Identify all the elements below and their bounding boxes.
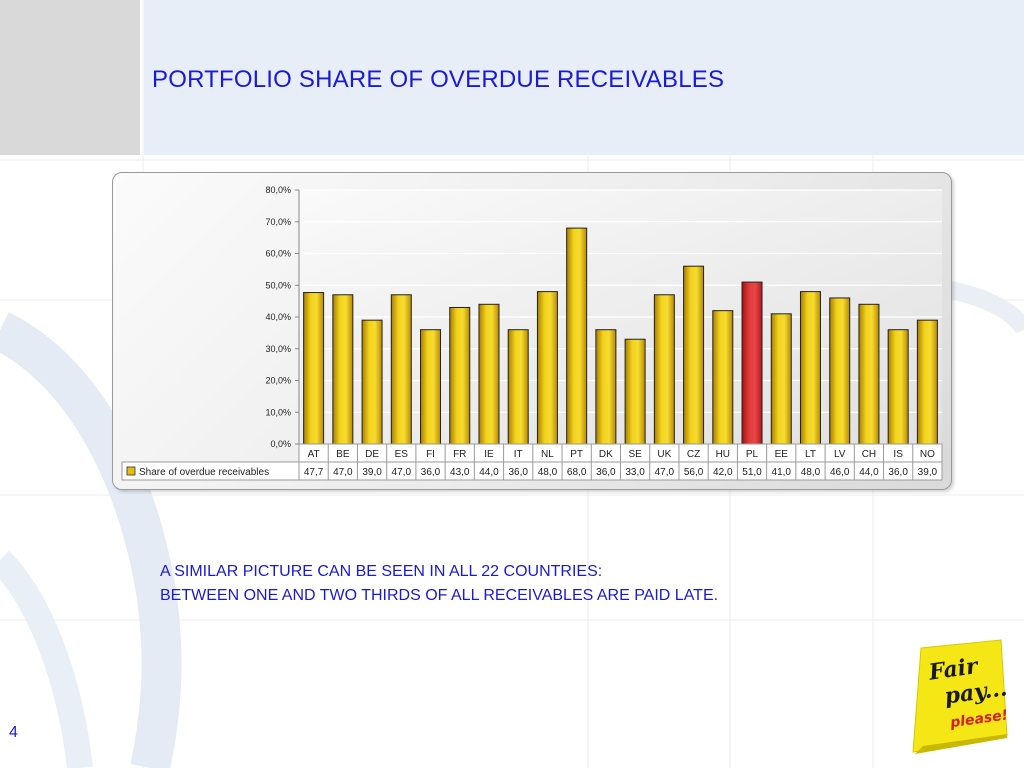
- bar-ch: [858, 303, 880, 445]
- summary-note: A SIMILAR PICTURE CAN BE SEEN IN ALL 22 …: [160, 560, 718, 608]
- bar-it: [507, 329, 529, 445]
- chart-panel: 0,0% 10,0% 20,0% 30,0% 40,0% 50,0% 60,0% 70,0% 8…: [112, 172, 952, 490]
- category-label-be: BE: [336, 449, 350, 460]
- category-label-cz: CZ: [687, 449, 700, 460]
- category-label-dk: DK: [599, 449, 613, 460]
- data-label-fi: 36,0: [421, 467, 441, 478]
- category-label-es: ES: [395, 449, 409, 460]
- category-label-pl: PL: [746, 449, 759, 460]
- data-label-ie: 44,0: [479, 467, 499, 478]
- y-tick-label: 50,0%: [265, 280, 291, 290]
- data-label-be: 47,0: [333, 467, 353, 478]
- data-label-dk: 36,0: [596, 467, 616, 478]
- data-label-cz: 56,0: [684, 467, 704, 478]
- data-label-ee: 41,0: [772, 467, 792, 478]
- data-label-ch: 44,0: [859, 467, 879, 478]
- data-label-pl: 51,0: [742, 467, 762, 478]
- note-line-2: BETWEEN ONE AND TWO THIRDS OF ALL RECEIV…: [160, 587, 719, 604]
- category-label-se: SE: [628, 449, 642, 460]
- data-label-nl: 48,0: [538, 467, 558, 478]
- bar-dk: [595, 329, 617, 445]
- bar-chart: 0,0% 10,0% 20,0% 30,0% 40,0% 50,0% 60,0% 70,0% 8…: [121, 185, 943, 481]
- bar-lv: [829, 297, 851, 445]
- y-tick-label: 20,0%: [265, 376, 291, 386]
- category-label-fi: FI: [426, 449, 435, 460]
- data-label-no: 39,0: [918, 467, 938, 478]
- bar-hu: [712, 310, 734, 445]
- y-tick-label: 30,0%: [265, 344, 291, 354]
- category-label-at: AT: [308, 449, 320, 460]
- bar-at: [303, 292, 325, 445]
- data-label-fr: 43,0: [450, 467, 470, 478]
- data-label-es: 47,0: [392, 467, 412, 478]
- slide-title: PORTFOLIO SHARE OF OVERDUE RECEIVABLES: [152, 66, 725, 93]
- y-tick-label: 40,0%: [265, 312, 291, 322]
- category-label-uk: UK: [657, 449, 671, 460]
- category-label-ie: IE: [484, 449, 494, 460]
- bar-nl: [536, 291, 558, 445]
- corner-block: [0, 0, 140, 155]
- bar-pl: [741, 281, 763, 445]
- y-tick-label: 80,0%: [265, 185, 291, 195]
- note-line-1: A SIMILAR PICTURE CAN BE SEEN IN ALL 22 …: [160, 563, 603, 580]
- category-label-de: DE: [365, 449, 379, 460]
- bar-no: [916, 319, 938, 445]
- header-band: [144, 0, 1024, 155]
- y-tick-label: 70,0%: [265, 217, 291, 227]
- category-label-ch: CH: [862, 449, 876, 460]
- bar-fi: [420, 329, 442, 445]
- category-label-pt: PT: [570, 449, 583, 460]
- data-label-uk: 47,0: [655, 467, 675, 478]
- fairpay-logo: Fair pay... please!: [912, 639, 1009, 754]
- data-label-lv: 46,0: [830, 467, 850, 478]
- page-number: 4: [9, 724, 18, 741]
- bar-uk: [653, 294, 675, 445]
- data-label-at: 47,7: [304, 467, 324, 478]
- data-label-se: 33,0: [625, 467, 645, 478]
- data-label-pt: 68,0: [567, 467, 587, 478]
- bar-lt: [799, 291, 821, 445]
- bar-ee: [770, 313, 792, 445]
- category-label-lv: LV: [834, 449, 846, 460]
- bar-be: [332, 294, 354, 445]
- data-label-it: 36,0: [508, 467, 528, 478]
- y-tick-label: 10,0%: [265, 407, 291, 417]
- category-label-ee: EE: [775, 449, 789, 460]
- y-tick-label: 0,0%: [270, 439, 291, 449]
- bar-pt: [566, 227, 588, 445]
- bar-se: [624, 338, 646, 445]
- legend-label: Share of overdue receivables: [139, 467, 269, 478]
- bar-ie: [478, 303, 500, 445]
- bar-cz: [683, 265, 705, 445]
- category-label-fr: FR: [453, 449, 466, 460]
- data-label-hu: 42,0: [713, 467, 733, 478]
- bar-es: [390, 294, 412, 445]
- category-label-is: IS: [893, 449, 903, 460]
- category-label-hu: HU: [716, 449, 730, 460]
- data-label-de: 39,0: [362, 467, 382, 478]
- data-label-lt: 48,0: [801, 467, 821, 478]
- legend-swatch: [126, 466, 136, 476]
- category-label-nl: NL: [541, 449, 554, 460]
- bar-de: [361, 319, 383, 445]
- bar-is: [887, 329, 909, 445]
- data-label-is: 36,0: [888, 467, 908, 478]
- y-tick-label: 60,0%: [265, 249, 291, 259]
- category-label-lt: LT: [805, 449, 816, 460]
- category-label-no: NO: [920, 449, 935, 460]
- bar-fr: [449, 306, 471, 445]
- category-label-it: IT: [514, 449, 523, 460]
